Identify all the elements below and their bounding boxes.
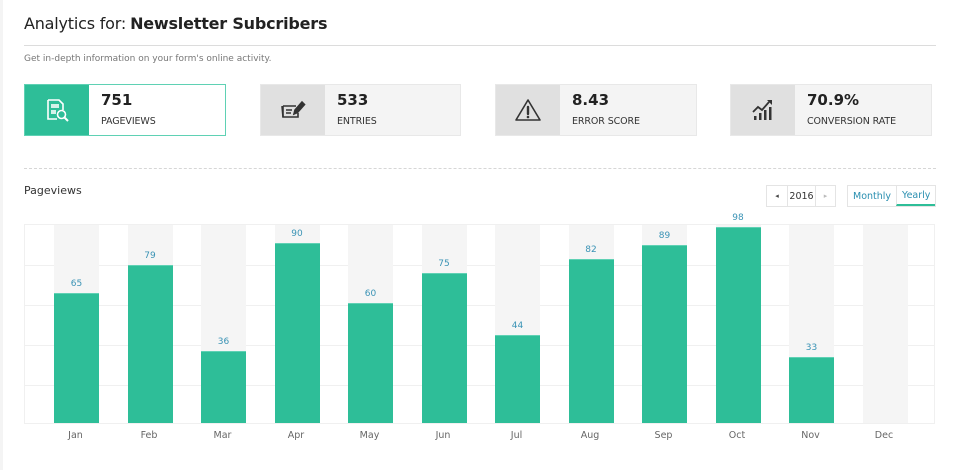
pageviews-bar-chart: 65 79 36 90 60 75 44 82 89 98 33: [24, 213, 935, 424]
bar-column-feb[interactable]: 79: [127, 225, 173, 423]
x-axis-label: Oct: [728, 430, 746, 441]
year-navigator: ◂ 2016 ▸: [766, 185, 836, 207]
bar[interactable]: [421, 273, 467, 423]
stat-card-pageviews[interactable]: 751 PAGEVIEWS: [24, 84, 226, 136]
stat-label: CONVERSION RATE: [807, 116, 897, 127]
bar-value-label: 65: [70, 279, 83, 289]
stat-value: 533: [337, 91, 369, 109]
gridline: [25, 305, 934, 306]
bar-column-jul[interactable]: 44: [495, 225, 540, 423]
monthly-tab[interactable]: Monthly: [853, 190, 892, 202]
stat-label: ERROR SCORE: [572, 116, 640, 127]
entries-form-pencil-icon: [261, 85, 325, 135]
bar-value-label: 90: [291, 229, 303, 239]
current-year: 2016: [787, 186, 815, 206]
bar-column-dec[interactable]: [862, 225, 908, 423]
bar-column-oct[interactable]: 98: [715, 213, 761, 423]
section-divider: [24, 168, 936, 169]
bar-column-apr[interactable]: 90: [274, 225, 320, 423]
x-axis-label: May: [359, 430, 380, 441]
x-axis-label: Sep: [654, 430, 673, 441]
bar[interactable]: [568, 259, 614, 423]
bar[interactable]: [54, 293, 99, 423]
gridline: [25, 345, 934, 346]
gridline: [25, 385, 934, 386]
x-axis-label: Jan: [68, 430, 83, 441]
page-subtitle: Get in-depth information on your form's …: [24, 54, 272, 64]
bar[interactable]: [495, 335, 540, 423]
x-axis-label: Nov: [801, 430, 820, 441]
x-axis-label: Jun: [435, 430, 451, 441]
bar-column-may[interactable]: 60: [348, 225, 393, 423]
bar-value-label: 44: [511, 321, 524, 331]
yearly-tab[interactable]: Yearly: [896, 186, 936, 206]
bar-value-label: 75: [438, 259, 450, 269]
bar-value-label: 60: [364, 289, 377, 299]
bar-value-label: 82: [585, 245, 597, 255]
stat-value: 8.43: [572, 91, 610, 109]
bar-column-aug[interactable]: 82: [568, 225, 614, 423]
page-edge: [0, 0, 3, 470]
form-name: Newsletter Subcribers: [130, 14, 328, 33]
page-title: Analytics for: Newsletter Subcribers: [24, 14, 328, 33]
bar-column-nov[interactable]: 33: [789, 225, 834, 423]
bar-column-jun[interactable]: 75: [421, 225, 467, 423]
bar-value-label: 36: [217, 337, 230, 347]
prev-year-button[interactable]: ◂: [775, 192, 779, 200]
stat-card-error-score[interactable]: 8.43 ERROR SCORE: [495, 84, 697, 136]
bar[interactable]: [348, 303, 393, 423]
x-axis-label: Dec: [874, 430, 894, 441]
warning-triangle-icon: [496, 85, 560, 135]
x-axis-label: Apr: [287, 430, 305, 441]
bar-value-label: 98: [732, 213, 744, 223]
next-year-button[interactable]: ▸: [815, 186, 835, 206]
bar[interactable]: [715, 227, 761, 423]
bar-column-jan[interactable]: 65: [54, 225, 99, 423]
x-axis-label: Aug: [580, 430, 600, 441]
chart-title: Pageviews: [24, 184, 82, 197]
title-prefix: Analytics for:: [24, 14, 127, 33]
bar-column-sep[interactable]: 89: [642, 225, 687, 423]
trend-chart-icon: [731, 85, 795, 135]
stat-value: 751: [101, 91, 133, 109]
bar[interactable]: [789, 357, 834, 423]
bar[interactable]: [274, 243, 320, 423]
gridline: [25, 265, 934, 266]
bar-value-label: 79: [144, 251, 156, 261]
bar-column-mar[interactable]: 36: [201, 225, 246, 423]
pageviews-search-document-icon: [25, 85, 89, 135]
bar[interactable]: [642, 245, 687, 423]
title-divider: [24, 45, 936, 46]
stat-card-conversion-rate[interactable]: 70.9% CONVERSION RATE: [730, 84, 932, 136]
stat-label: PAGEVIEWS: [101, 116, 156, 127]
x-axis-label: Jul: [510, 430, 523, 441]
bar-background: [862, 225, 908, 423]
stat-label: ENTRIES: [337, 116, 377, 127]
stat-value: 70.9%: [807, 91, 860, 109]
x-axis-label: Mar: [213, 430, 232, 441]
bar[interactable]: [201, 351, 246, 423]
bar-value-label: 89: [658, 231, 671, 241]
view-toggle: Monthly Yearly: [847, 185, 937, 207]
bar[interactable]: [127, 265, 173, 423]
x-axis-label: Feb: [140, 430, 158, 441]
stat-card-entries[interactable]: 533 ENTRIES: [260, 84, 461, 136]
bar-value-label: 33: [805, 343, 818, 353]
